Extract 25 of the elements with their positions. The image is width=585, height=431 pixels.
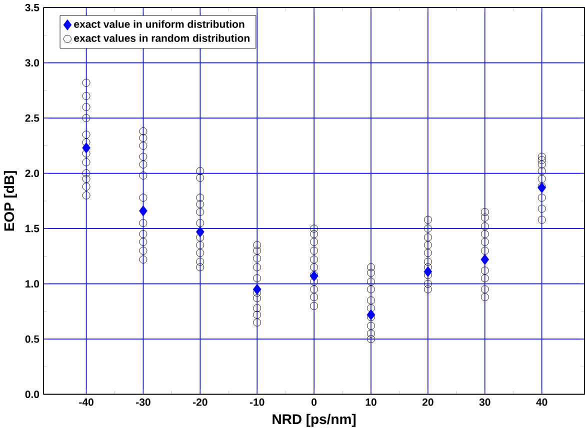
y-tick-label: 1.5 bbox=[26, 225, 40, 232]
x-tick-label: -30 bbox=[136, 398, 150, 406]
x-tick-label: -40 bbox=[79, 398, 94, 406]
y-axis-title: EOP [dB] bbox=[4, 171, 17, 231]
y-tick-label: 0.0 bbox=[25, 390, 40, 398]
x-tick-label: 40 bbox=[536, 398, 548, 406]
x-tick-label: 10 bbox=[366, 398, 376, 406]
legend-label: exact values in random distribution bbox=[74, 34, 250, 42]
point bbox=[366, 309, 376, 320]
point bbox=[139, 206, 148, 216]
y-tick-label: 2.5 bbox=[25, 114, 40, 122]
x-tick-label: 0 bbox=[312, 398, 317, 406]
point bbox=[538, 182, 546, 194]
y-tick-label: 0.5 bbox=[25, 335, 40, 343]
point bbox=[480, 254, 490, 266]
x-tick-label: 30 bbox=[479, 398, 490, 406]
y-tick-label: 3.5 bbox=[25, 4, 40, 12]
x-tick-label: -20 bbox=[193, 398, 208, 406]
legend-label: exact value in uniform distribution bbox=[74, 20, 244, 28]
y-tick-label: 3.0 bbox=[25, 59, 40, 67]
x-axis-title: NRD [ps/nm] bbox=[272, 414, 356, 427]
x-tick-label: -10 bbox=[250, 398, 264, 406]
y-tick-label: 2.0 bbox=[25, 170, 40, 178]
y-tick-label: 1.0 bbox=[26, 280, 40, 288]
x-tick-label: 20 bbox=[422, 398, 434, 406]
